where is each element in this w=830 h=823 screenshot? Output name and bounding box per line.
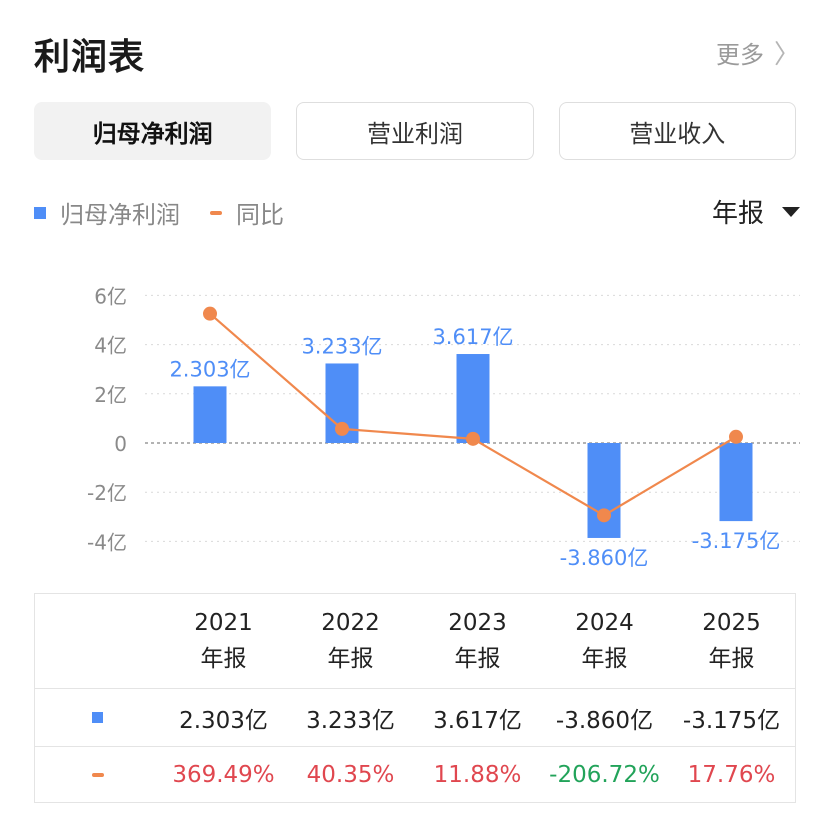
bar-data-label: 3.233亿 xyxy=(301,334,382,358)
table-header-cell: 2024 年报 xyxy=(541,594,668,688)
profit-chart: 6亿 4亿 2亿 0 -2亿 -4亿 2.303亿 3.233亿 3.617亿 -3.860亿 -3… xyxy=(87,284,800,570)
bar xyxy=(456,354,490,443)
yoy-cell: 369.49% xyxy=(172,761,275,788)
line-legend-marker xyxy=(210,210,222,215)
y-tick-label: -4亿 xyxy=(87,530,127,554)
table-header-cell: 2025 年报 xyxy=(668,594,795,688)
tab-label: 归母净利润 xyxy=(92,119,213,148)
year-label: 2022 xyxy=(321,610,380,636)
period-value: 年报 xyxy=(711,199,764,229)
more-label: 更多 xyxy=(715,41,764,69)
y-tick-label: 6亿 xyxy=(94,284,127,308)
value-cell: 3.617亿 xyxy=(433,707,522,734)
period-selector[interactable]: 年报 xyxy=(712,193,800,230)
table-header-cell: 2023 年报 xyxy=(414,594,541,688)
legend-bar-label: 归母净利润 xyxy=(60,201,180,229)
year-label: 2025 xyxy=(702,610,761,636)
yoy-point xyxy=(597,508,611,523)
table-row-values: 2.303亿 3.233亿 3.617亿 -3.860亿 -3.175亿 xyxy=(35,688,795,746)
value-cell: -3.175亿 xyxy=(682,707,781,734)
line-marker-icon xyxy=(91,772,104,777)
yoy-cell: 40.35% xyxy=(306,761,395,788)
yoy-point xyxy=(466,431,480,446)
tab-label: 营业收入 xyxy=(629,119,726,148)
y-tick-label: 2亿 xyxy=(94,383,127,407)
period-label: 年报 xyxy=(200,646,247,672)
table-header-row: 2021 年报 2022 年报 2023 年报 2024 年报 2025 年报 xyxy=(35,594,795,688)
table-header-cell: 2022 年报 xyxy=(287,594,414,688)
bar-series-icon xyxy=(35,689,160,746)
year-label: 2021 xyxy=(194,610,253,636)
period-label: 年报 xyxy=(327,646,374,672)
period-label: 年报 xyxy=(454,646,501,672)
table-corner xyxy=(35,594,160,688)
line-series-icon xyxy=(35,747,160,802)
bar-legend-marker xyxy=(34,206,46,219)
year-label: 2024 xyxy=(575,610,634,636)
yoy-point xyxy=(335,421,349,436)
year-label: 2023 xyxy=(448,610,507,636)
bar-data-label: 3.617亿 xyxy=(432,325,513,349)
value-cell: 3.233亿 xyxy=(306,707,395,734)
yoy-point xyxy=(729,429,743,444)
value-cell: -3.860亿 xyxy=(555,707,654,734)
period-label: 年报 xyxy=(708,646,755,672)
bar xyxy=(587,443,621,538)
legend-line-label: 同比 xyxy=(236,201,284,229)
page-title: 利润表 xyxy=(34,37,146,78)
metric-tabs: 归母净利润 营业利润 营业收入 xyxy=(34,102,796,160)
bar-marker-icon xyxy=(92,712,103,723)
caret-down-icon xyxy=(782,206,800,217)
period-label: 年报 xyxy=(581,646,628,672)
y-tick-label: 4亿 xyxy=(94,334,127,358)
value-cell: 2.303亿 xyxy=(179,707,268,734)
tab-net-profit-parent[interactable]: 归母净利润 xyxy=(34,102,272,160)
tab-operating-profit[interactable]: 营业利润 xyxy=(296,102,534,160)
yoy-cell: 11.88% xyxy=(433,761,522,788)
bar-data-label: -3.860亿 xyxy=(560,546,649,570)
table-row-yoy: 369.49% 40.35% 11.88% -206.72% 17.76% xyxy=(35,746,795,802)
y-tick-label: 0 xyxy=(114,432,127,456)
y-tick-label: -2亿 xyxy=(87,481,127,505)
tab-label: 营业利润 xyxy=(366,119,463,148)
bar xyxy=(193,386,227,443)
more-link[interactable]: 更多 〉 xyxy=(716,34,800,71)
data-table: 2021 年报 2022 年报 2023 年报 2024 年报 2025 年报 2.303… xyxy=(34,593,796,803)
bar-data-label: -3.175亿 xyxy=(692,529,781,553)
chart-legend: 归母净利润 同比 xyxy=(34,195,284,230)
table-header-cell: 2021 年报 xyxy=(160,594,287,688)
yoy-cell: -206.72% xyxy=(549,761,660,788)
bar xyxy=(719,443,753,522)
yoy-point xyxy=(203,306,217,321)
bar-data-label: 2.303亿 xyxy=(169,357,250,381)
tab-operating-revenue[interactable]: 营业收入 xyxy=(558,102,796,160)
chevron-right-icon: 〉 xyxy=(773,40,800,70)
yoy-cell: 17.76% xyxy=(687,761,776,788)
